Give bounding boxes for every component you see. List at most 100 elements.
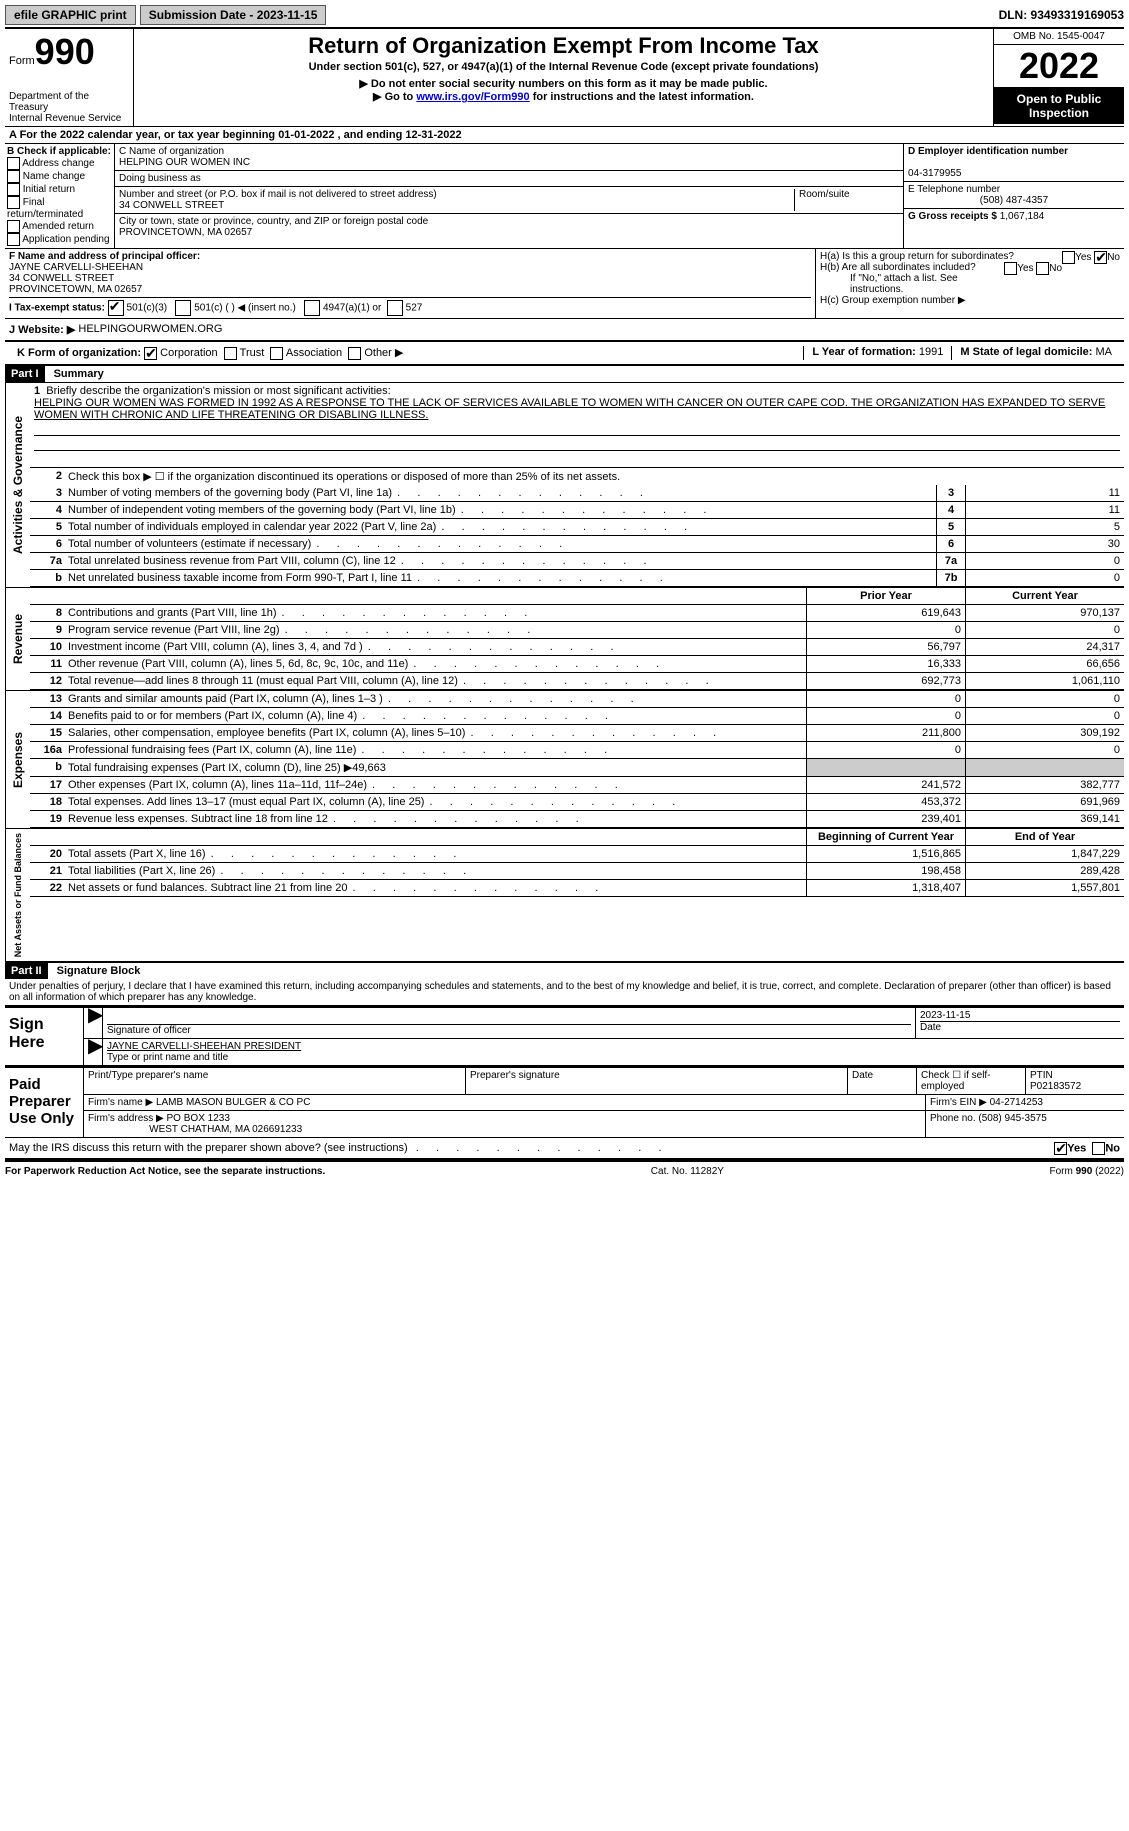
firm-addr2: WEST CHATHAM, MA 026691233	[149, 1124, 302, 1135]
sig-date: 2023-11-15	[920, 1010, 1120, 1021]
form-label: Form	[9, 55, 35, 67]
revenue-section: Revenue Prior Year Current Year 8Contrib…	[5, 587, 1124, 690]
row-a: A For the 2022 calendar year, or tax yea…	[5, 127, 1124, 144]
firm-ein-label: Firm's EIN ▶	[930, 1097, 987, 1108]
j-label: J Website: ▶	[9, 323, 75, 336]
hb-yes[interactable]	[1004, 262, 1017, 275]
discuss-no[interactable]	[1092, 1142, 1105, 1155]
opt-527: 527	[406, 303, 423, 314]
opt-other: Other ▶	[364, 347, 403, 359]
netassets-section: Net Assets or Fund Balances Beginning of…	[5, 828, 1124, 963]
hb-yes-label: Yes	[1017, 263, 1033, 274]
hdr-prior: Prior Year	[806, 588, 965, 604]
chk-corp[interactable]	[144, 347, 157, 360]
chk-initial[interactable]	[7, 183, 20, 196]
part1-header: Part I Summary	[5, 366, 1124, 382]
discuss-yes[interactable]	[1054, 1142, 1067, 1155]
l-label: L Year of formation:	[812, 346, 916, 358]
officer-printed-name: JAYNE CARVELLI-SHEEHAN PRESIDENT	[107, 1041, 1120, 1052]
ha-label: H(a) Is this a group return for subordin…	[820, 251, 1014, 262]
phone-val: (508) 945-3575	[978, 1113, 1046, 1124]
submission-button[interactable]: Submission Date - 2023-11-15	[140, 5, 327, 25]
hb-note: If "No," attach a list. See instructions…	[820, 273, 1120, 295]
chk-527[interactable]	[387, 300, 403, 316]
opt-address: Address change	[22, 158, 94, 169]
vert-revenue: Revenue	[5, 588, 30, 690]
ein-label: D Employer identification number	[908, 146, 1068, 157]
note2-post: for instructions and the latest informat…	[530, 91, 754, 103]
firm-name: LAMB MASON BULGER & CO PC	[156, 1097, 310, 1108]
row-f-h: F Name and address of principal officer:…	[5, 249, 1124, 319]
ha-yes[interactable]	[1062, 251, 1075, 264]
prep-h1: Print/Type preparer's name	[84, 1068, 466, 1094]
chk-4947[interactable]	[304, 300, 320, 316]
vert-expenses: Expenses	[5, 691, 30, 828]
ln16b-text: Total fundraising expenses (Part IX, col…	[66, 759, 806, 776]
phone-label: Phone no.	[930, 1113, 976, 1124]
part1-title: Summary	[48, 366, 110, 382]
hb-label: H(b) Are all subordinates included?	[820, 262, 976, 273]
hb-no[interactable]	[1036, 262, 1049, 275]
note2-pre: ▶ Go to	[373, 91, 416, 103]
sign-here-section: Sign Here ▶ Signature of officer 2023-11…	[5, 1006, 1124, 1066]
chk-assoc[interactable]	[270, 347, 283, 360]
paid-preparer-section: Paid Preparer Use Only Print/Type prepar…	[5, 1066, 1124, 1138]
hdr-end: End of Year	[965, 829, 1124, 845]
part2-badge: Part II	[5, 963, 48, 979]
part1-badge: Part I	[5, 366, 45, 382]
dln-text: DLN: 93493319169053	[999, 8, 1124, 22]
chk-address[interactable]	[7, 157, 20, 170]
m-label: M State of legal domicile:	[960, 346, 1092, 358]
tel-label: E Telephone number	[908, 184, 1000, 195]
discuss-yes-label: Yes	[1067, 1142, 1086, 1154]
sign-here-label: Sign Here	[5, 1008, 84, 1065]
chk-pending[interactable]	[7, 233, 20, 246]
discuss-text: May the IRS discuss this return with the…	[9, 1142, 408, 1154]
row-j: J Website: ▶ HELPINGOURWOMEN.ORG	[5, 319, 1124, 342]
chk-name[interactable]	[7, 170, 20, 183]
part2-header: Part II Signature Block	[5, 963, 1124, 979]
chk-final[interactable]	[7, 196, 20, 209]
chk-amended[interactable]	[7, 220, 20, 233]
hc-label: H(c) Group exemption number ▶	[820, 295, 1120, 306]
chk-501c3[interactable]	[108, 300, 124, 316]
footer-left: For Paperwork Reduction Act Notice, see …	[5, 1166, 325, 1177]
addr-label: Number and street (or P.O. box if mail i…	[119, 189, 794, 200]
sig-officer-label: Signature of officer	[107, 1024, 911, 1036]
efile-button[interactable]: efile GRAPHIC print	[5, 5, 136, 25]
chk-trust[interactable]	[224, 347, 237, 360]
open-public-badge: Open to Public Inspection	[994, 88, 1124, 124]
ln16b-num: b	[30, 759, 66, 776]
name-label: C Name of organization	[119, 146, 899, 157]
hb-no-label: No	[1049, 263, 1062, 274]
top-bar: efile GRAPHIC print Submission Date - 20…	[5, 5, 1124, 25]
ha-no[interactable]	[1094, 251, 1107, 264]
prep-h2: Preparer's signature	[466, 1068, 848, 1094]
opt-trust: Trust	[240, 347, 265, 359]
col-b-title: B Check if applicable:	[7, 146, 111, 157]
org-name: HELPING OUR WOMEN INC	[119, 157, 899, 168]
date-label: Date	[920, 1021, 1120, 1033]
form-title: Return of Organization Exempt From Incom…	[136, 33, 991, 59]
opt-initial: Initial return	[23, 184, 75, 195]
dba-label: Doing business as	[119, 173, 201, 184]
section-b-g: B Check if applicable: Address change Na…	[5, 144, 1124, 249]
gross-value: 1,067,184	[1000, 211, 1045, 222]
i-label: I Tax-exempt status:	[9, 303, 105, 314]
prep-h4: Check ☐ if self-employed	[917, 1068, 1026, 1094]
opt-4947: 4947(a)(1) or	[323, 303, 381, 314]
q1-text: Briefly describe the organization's miss…	[46, 385, 390, 397]
irs-link[interactable]: www.irs.gov/Form990	[416, 91, 529, 103]
prep-h3: Date	[848, 1068, 917, 1094]
room-label: Room/suite	[799, 189, 850, 200]
part2-title: Signature Block	[51, 963, 147, 979]
dept-label: Department of the Treasury Internal Reve…	[9, 91, 129, 124]
mission-text: HELPING OUR WOMEN WAS FORMED IN 1992 AS …	[34, 397, 1120, 421]
chk-501c[interactable]	[175, 300, 191, 316]
hdr-curr: Current Year	[965, 588, 1124, 604]
form-header: Form990 Department of the Treasury Inter…	[5, 27, 1124, 127]
omb-number: OMB No. 1545-0047	[994, 29, 1124, 45]
l-val: 1991	[919, 346, 943, 358]
chk-other[interactable]	[348, 347, 361, 360]
f-label: F Name and address of principal officer:	[9, 251, 200, 262]
